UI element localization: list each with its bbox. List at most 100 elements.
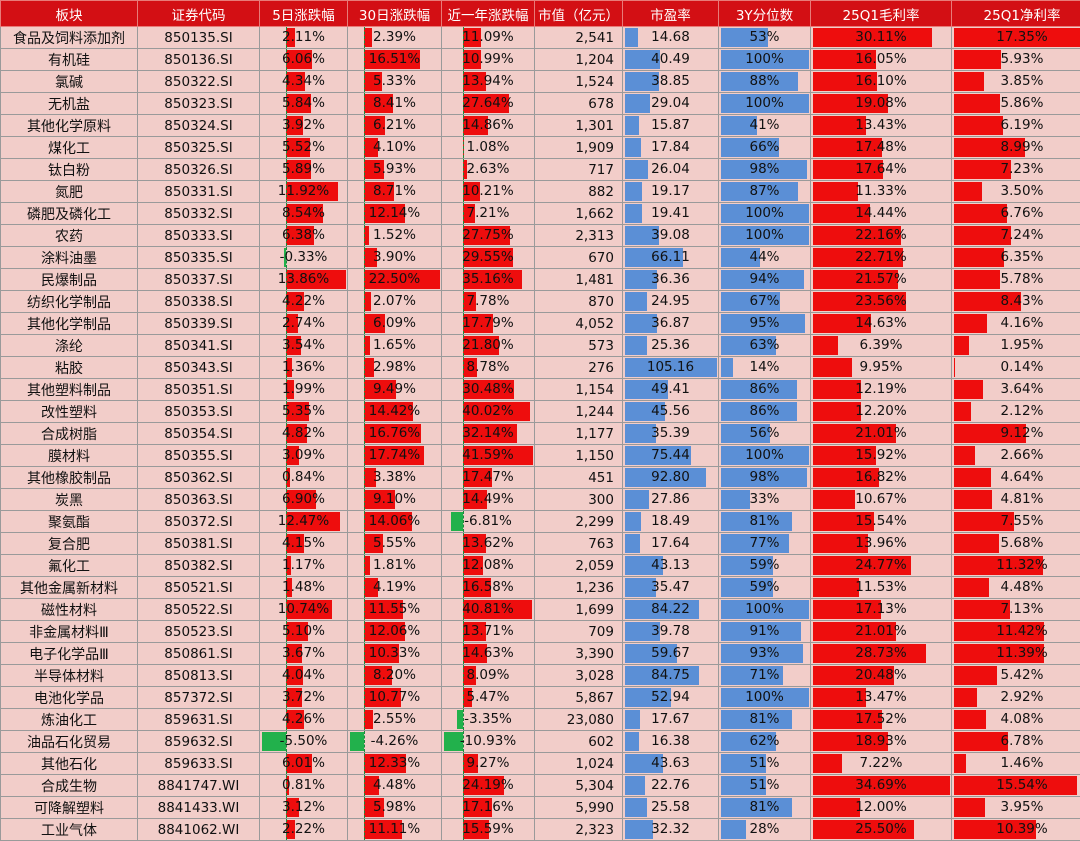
cell-d5: 5.35% <box>260 401 348 423</box>
cell-code: 850135.SI <box>138 27 260 49</box>
value-y1: 11.09% <box>442 27 534 48</box>
cell-gm: 7.22% <box>811 753 952 775</box>
value-d30: 14.06% <box>348 511 441 532</box>
cell-gm: 14.44% <box>811 203 952 225</box>
value-gm: 14.44% <box>811 203 951 224</box>
value-y1: 40.02% <box>442 401 534 422</box>
cell-d5: 4.22% <box>260 291 348 313</box>
cell-code: 859633.SI <box>138 753 260 775</box>
cell-y1: 16.58% <box>442 577 535 599</box>
cell-market-cap: 670 <box>535 247 623 269</box>
value-nm: 0.14% <box>952 357 1080 378</box>
header-row: 板块 证券代码 5日涨跌幅 30日涨跌幅 近一年涨跌幅 市值（亿元） 市盈率 3… <box>1 1 1080 27</box>
cell-sector-name: 其他橡胶制品 <box>1 467 138 489</box>
value-pe: 17.84 <box>623 137 718 158</box>
value-gm: 16.05% <box>811 49 951 70</box>
cell-sector-name: 复合肥 <box>1 533 138 555</box>
cell-market-cap: 870 <box>535 291 623 313</box>
cell-nm: 5.93% <box>952 49 1080 71</box>
cell-sector-name: 其他石化 <box>1 753 138 775</box>
value-y1: 7.21% <box>442 203 534 224</box>
cell-sector-name: 油品石化贸易 <box>1 731 138 753</box>
value-gm: 16.10% <box>811 71 951 92</box>
value-pct3y: 100% <box>719 225 810 246</box>
value-nm: 4.16% <box>952 313 1080 334</box>
value-y1: -3.35% <box>442 709 534 730</box>
cell-gm: 17.64% <box>811 159 952 181</box>
cell-d30: 14.06% <box>348 511 442 533</box>
header-gross-margin: 25Q1毛利率 <box>811 1 952 27</box>
cell-nm: 8.43% <box>952 291 1080 313</box>
value-y1: 15.59% <box>442 819 534 840</box>
cell-y1: 1.08% <box>442 137 535 159</box>
value-pct3y: 33% <box>719 489 810 510</box>
value-pct3y: 66% <box>719 137 810 158</box>
cell-market-cap: 1,524 <box>535 71 623 93</box>
cell-sector-name: 合成树脂 <box>1 423 138 445</box>
cell-code: 850522.SI <box>138 599 260 621</box>
value-pct3y: 14% <box>719 357 810 378</box>
value-y1: 10.21% <box>442 181 534 202</box>
cell-pe: 17.64 <box>623 533 719 555</box>
cell-y1: 13.94% <box>442 71 535 93</box>
cell-code: 850326.SI <box>138 159 260 181</box>
cell-pe: 36.36 <box>623 269 719 291</box>
value-nm: 6.35% <box>952 247 1080 268</box>
cell-y1: 14.86% <box>442 115 535 137</box>
value-nm: 5.42% <box>952 665 1080 686</box>
value-d30: 22.50% <box>348 269 441 290</box>
value-pct3y: 59% <box>719 577 810 598</box>
cell-code: 850382.SI <box>138 555 260 577</box>
cell-nm: 1.46% <box>952 753 1080 775</box>
value-gm: 18.93% <box>811 731 951 752</box>
value-d30: 6.21% <box>348 115 441 136</box>
cell-gm: 19.08% <box>811 93 952 115</box>
cell-gm: 13.43% <box>811 115 952 137</box>
value-y1: 27.75% <box>442 225 534 246</box>
value-pct3y: 44% <box>719 247 810 268</box>
cell-d30: 10.33% <box>348 643 442 665</box>
cell-code: 850354.SI <box>138 423 260 445</box>
cell-sector-name: 膜材料 <box>1 445 138 467</box>
cell-d5: 3.92% <box>260 115 348 137</box>
cell-d5: 10.74% <box>260 599 348 621</box>
value-d5: 11.92% <box>260 181 347 202</box>
cell-d5: 5.89% <box>260 159 348 181</box>
value-d5: 8.54% <box>260 203 347 224</box>
value-nm: 7.55% <box>952 511 1080 532</box>
value-y1: 7.78% <box>442 291 534 312</box>
cell-pct3y: 59% <box>719 555 811 577</box>
value-d30: 4.10% <box>348 137 441 158</box>
cell-gm: 17.13% <box>811 599 952 621</box>
cell-d30: 2.39% <box>348 27 442 49</box>
value-pe: 19.41 <box>623 203 718 224</box>
cell-market-cap: 2,313 <box>535 225 623 247</box>
cell-d30: 5.93% <box>348 159 442 181</box>
value-pct3y: 100% <box>719 49 810 70</box>
value-d30: 12.14% <box>348 203 441 224</box>
cell-y1: 12.08% <box>442 555 535 577</box>
cell-sector-name: 其他塑料制品 <box>1 379 138 401</box>
cell-d30: 1.52% <box>348 225 442 247</box>
value-gm: 17.48% <box>811 137 951 158</box>
cell-code: 850363.SI <box>138 489 260 511</box>
cell-code: 850362.SI <box>138 467 260 489</box>
header-net-margin: 25Q1净利率 <box>952 1 1080 27</box>
cell-y1: 27.75% <box>442 225 535 247</box>
value-d30: 11.55% <box>348 599 441 620</box>
cell-nm: 3.95% <box>952 797 1080 819</box>
cell-pct3y: 28% <box>719 819 811 841</box>
cell-nm: 11.32% <box>952 555 1080 577</box>
value-pe: 32.32 <box>623 819 718 840</box>
cell-code: 850323.SI <box>138 93 260 115</box>
cell-sector-name: 氯碱 <box>1 71 138 93</box>
cell-pct3y: 86% <box>719 401 811 423</box>
value-d5: 3.12% <box>260 797 347 818</box>
cell-market-cap: 5,867 <box>535 687 623 709</box>
